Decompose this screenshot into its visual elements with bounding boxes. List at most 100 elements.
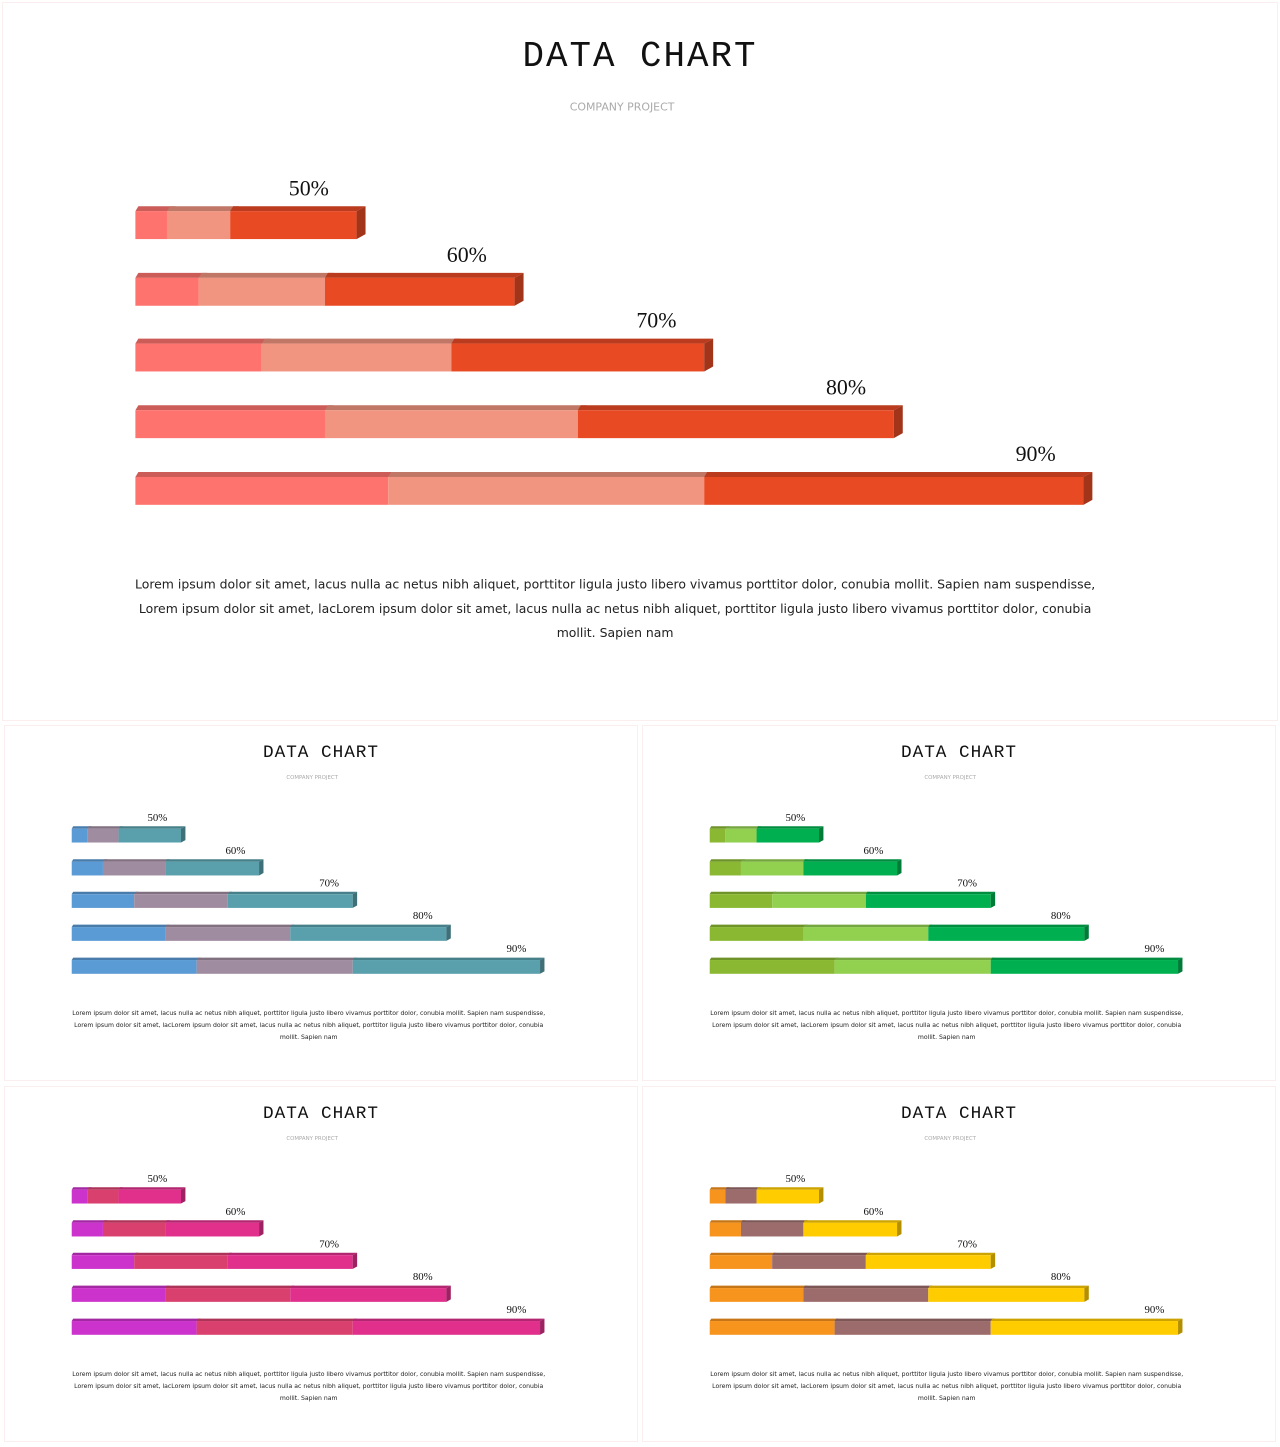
bar-side [180, 826, 186, 843]
bar-segment [71, 828, 88, 843]
bar-segment [451, 343, 705, 372]
bar-top [230, 206, 366, 212]
bar-segment [725, 1189, 757, 1204]
bar-top [290, 1285, 451, 1289]
bar-segment [709, 960, 835, 974]
bar-segment [71, 861, 103, 876]
bar-segment [834, 1321, 991, 1335]
bar-segment [71, 1189, 88, 1204]
bar-label: 90% [1016, 441, 1056, 466]
chart-title: DATA CHART [263, 743, 379, 763]
bar-side [1178, 1318, 1183, 1335]
bar-label: 80% [1051, 1271, 1071, 1283]
bar-top [709, 826, 730, 829]
bar-top [709, 1285, 808, 1289]
chart-subtitle: COMPANY PROJECT [924, 1136, 976, 1142]
bar-top [87, 826, 123, 829]
body-text: mollit. Sapien nam [280, 1395, 338, 1402]
bar-top [352, 1318, 545, 1322]
body-text: Lorem ipsum dolor sit amet, lacus nulla … [72, 1010, 545, 1017]
bar-label: 80% [1051, 910, 1071, 922]
body-text: Lorem ipsum dolor sit amet, lacLorem ips… [712, 1022, 1181, 1029]
bar-top [990, 1318, 1183, 1322]
bar-label: 60% [864, 1206, 884, 1218]
bar-segment [87, 1189, 119, 1204]
bar-segment [71, 1255, 135, 1269]
body-text: Lorem ipsum dolor sit amet, lacLorem ips… [139, 601, 1091, 616]
bar-segment [740, 861, 804, 876]
body-text: Lorem ipsum dolor sit amet, lacus nulla … [710, 1371, 1183, 1378]
bar-segment [990, 960, 1179, 974]
bar-label: 50% [147, 812, 167, 824]
bar-segment [227, 894, 353, 908]
bar-segment [102, 861, 166, 876]
bar-segment [324, 410, 578, 439]
bar-top [134, 891, 233, 895]
bar-segment [352, 960, 541, 974]
bar-top [71, 957, 202, 961]
bar-segment [709, 828, 726, 843]
bar-top [71, 1318, 202, 1322]
bar-segment [196, 1321, 353, 1335]
bar-top [102, 859, 170, 862]
bar-segment [725, 828, 757, 843]
bar-top [709, 1220, 746, 1223]
bar-segment [230, 211, 357, 240]
body-text: Lorem ipsum dolor sit amet, lacus nulla … [135, 576, 1095, 591]
bar-side [356, 206, 366, 240]
bar-label: 70% [636, 308, 676, 333]
chart: DATA CHART COMPANY PROJECT 50% 60% 70% 80% 90%… [4, 725, 638, 1081]
bar-side [259, 1220, 264, 1237]
bar-top [135, 338, 271, 344]
bar-top [71, 826, 92, 829]
bar-segment [134, 1255, 228, 1269]
bar-segment [166, 211, 231, 240]
bar-top [165, 1285, 295, 1289]
bar-segment [87, 828, 119, 843]
bar-side [352, 1252, 358, 1269]
bar-label: 70% [319, 1238, 339, 1250]
body-text: Lorem ipsum dolor sit amet, lacLorem ips… [74, 1383, 543, 1390]
bar-segment [990, 1321, 1179, 1335]
chart-title: DATA CHART [263, 1104, 379, 1124]
bar-top [71, 924, 170, 928]
bar-top [196, 957, 358, 961]
bar-top [198, 272, 334, 278]
chart-title: DATA CHART [901, 743, 1017, 763]
bar-segment [704, 476, 1084, 505]
bar-top [725, 826, 761, 829]
bar-side [446, 1285, 451, 1302]
bar-segment [865, 1255, 991, 1269]
bar-top [834, 957, 996, 961]
bar-top [87, 1187, 123, 1190]
bar-label: 60% [864, 845, 884, 857]
bar-segment [290, 927, 447, 941]
chart: DATA CHART COMPANY PROJECT 50% 60% 70% 80% 90%… [642, 1086, 1276, 1442]
bar-top [388, 471, 714, 477]
bar-segment [118, 828, 181, 843]
bar-segment [118, 1189, 181, 1204]
bar-top [709, 891, 777, 895]
bar-top [709, 859, 746, 862]
bar-top [803, 1285, 933, 1289]
bar-segment [772, 894, 866, 908]
bar-label: 50% [785, 1173, 805, 1185]
bar-segment [102, 1222, 166, 1237]
bar-segment [135, 277, 199, 306]
body-text: Lorem ipsum dolor sit amet, lacus nulla … [72, 1371, 545, 1378]
bar-top [134, 1252, 233, 1256]
bar-label: 70% [319, 877, 339, 889]
bar-segment [135, 476, 389, 505]
bar-top [709, 924, 808, 928]
bar-top [261, 338, 461, 344]
bar-top [196, 1318, 358, 1322]
bar-segment [709, 927, 804, 941]
bar-side [259, 859, 264, 876]
bar-label: 90% [507, 1304, 527, 1316]
bar-top [709, 1318, 840, 1322]
bar-segment [756, 828, 819, 843]
bar-segment [71, 1288, 166, 1302]
bar-segment [577, 410, 894, 439]
bar-top [740, 859, 808, 862]
chart-subtitle: COMPANY PROJECT [286, 1136, 338, 1142]
